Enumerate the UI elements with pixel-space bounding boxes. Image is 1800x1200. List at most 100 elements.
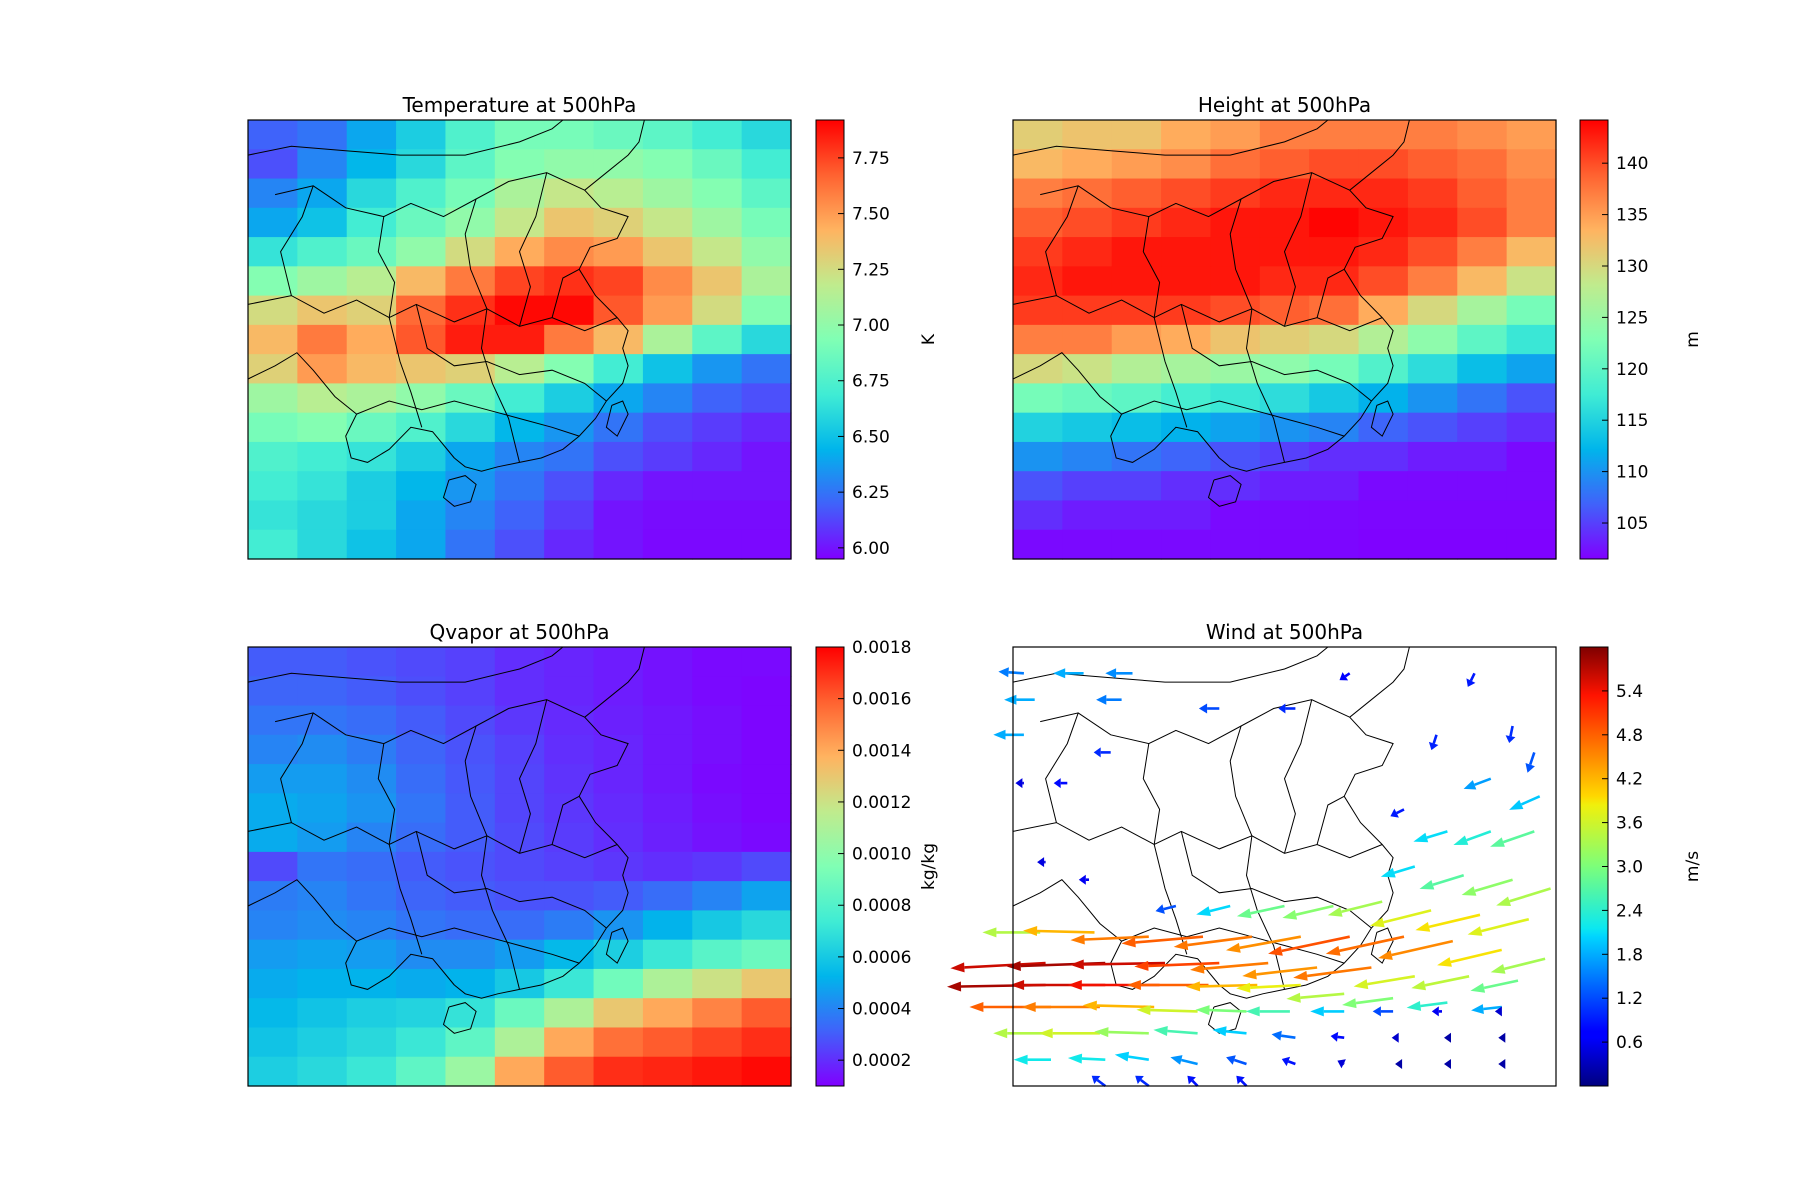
border-line-3 bbox=[274, 699, 585, 745]
heatmap-cell bbox=[692, 851, 743, 882]
colorbar-tick-label: 6.00 bbox=[852, 539, 890, 559]
heatmap-cell bbox=[692, 1056, 743, 1087]
heatmap-cell bbox=[741, 851, 792, 882]
wind-arrow bbox=[1325, 935, 1405, 956]
heatmap-cell bbox=[1506, 266, 1557, 297]
heatmap-cell bbox=[396, 939, 447, 970]
colorbar-tick-label: 3.6 bbox=[1616, 814, 1643, 834]
wind-arrow-shaft bbox=[1187, 935, 1253, 947]
wind-arrow bbox=[1342, 996, 1394, 1009]
wind-arrow bbox=[1415, 913, 1481, 932]
border-line-9 bbox=[1283, 699, 1313, 854]
wind-arrow-shaft bbox=[1502, 830, 1535, 844]
wind-arrow bbox=[1353, 975, 1416, 990]
wind-arrow-head bbox=[1342, 998, 1357, 1009]
heatmap-cell bbox=[1407, 207, 1458, 238]
wind-arrow-shaft bbox=[1239, 935, 1302, 950]
heatmap-cell bbox=[741, 120, 792, 150]
border-line-13 bbox=[605, 927, 629, 964]
heatmap-cell bbox=[1457, 500, 1508, 531]
wind-arrow-shaft bbox=[1096, 1004, 1155, 1009]
heatmap-cell bbox=[741, 676, 792, 707]
colorbar-label: m/s bbox=[1683, 851, 1703, 882]
heatmap-cell bbox=[1013, 529, 1063, 560]
heatmap-cell bbox=[396, 178, 447, 209]
wind-arrow-head bbox=[1470, 983, 1486, 993]
wind-arrow-head bbox=[1330, 1031, 1339, 1042]
wind-arrow bbox=[1070, 934, 1149, 945]
heatmap-cell bbox=[1062, 295, 1113, 326]
wind-arrow bbox=[1196, 904, 1231, 916]
border-line-0 bbox=[1218, 646, 1410, 999]
heatmap-cell bbox=[544, 471, 595, 502]
heatmap-cell bbox=[1161, 471, 1212, 502]
colorbar-tick-label: 1.8 bbox=[1616, 945, 1643, 965]
wind-arrow bbox=[1236, 904, 1285, 919]
heatmap-cell bbox=[692, 383, 743, 414]
plot-frame bbox=[1012, 646, 1557, 1087]
heatmap-cell bbox=[1013, 120, 1063, 150]
heatmap-cell bbox=[544, 822, 595, 853]
wind-arrow-head bbox=[1136, 1005, 1151, 1016]
wind-arrow bbox=[1413, 830, 1448, 843]
heatmap-cell bbox=[1407, 237, 1458, 267]
heatmap-cell bbox=[1407, 529, 1458, 560]
wind-arrow-shaft bbox=[1233, 1058, 1247, 1066]
wind-arrow-head bbox=[1293, 970, 1308, 981]
wind-arrow-shaft bbox=[1391, 939, 1454, 957]
heatmap-cell bbox=[642, 881, 693, 911]
border-line-11 bbox=[1045, 712, 1079, 823]
heatmap-cell bbox=[396, 998, 447, 1029]
colorbar-tick-label: 0.0002 bbox=[852, 1051, 911, 1071]
heatmap-cell bbox=[1062, 237, 1113, 267]
wind-arrow bbox=[1470, 979, 1519, 993]
colorbar-label: m bbox=[1683, 331, 1703, 348]
heatmap-cell bbox=[1062, 149, 1113, 180]
wind-arrow-head bbox=[1271, 1030, 1282, 1041]
border-line-7 bbox=[415, 831, 607, 929]
heatmap-cell bbox=[692, 178, 743, 209]
wind-arrow bbox=[1378, 939, 1454, 960]
wind-arrow-shaft bbox=[1150, 1008, 1198, 1013]
plot-frame bbox=[1012, 119, 1557, 560]
heatmap-cell bbox=[1506, 295, 1557, 326]
heatmap-cell bbox=[1062, 529, 1113, 560]
heatmap-cell bbox=[642, 266, 693, 297]
heatmap-cell bbox=[297, 734, 348, 765]
border-line-8 bbox=[1121, 400, 1345, 437]
heatmap-cell bbox=[642, 1056, 693, 1087]
wind-arrow-shaft bbox=[1225, 1030, 1247, 1035]
wind-arrow-shaft bbox=[1209, 1008, 1247, 1013]
wind-arrow-head bbox=[1155, 904, 1165, 914]
heatmap-cell bbox=[593, 647, 644, 677]
heatmap-cell bbox=[1506, 324, 1557, 355]
wind-arrow-head bbox=[1153, 1026, 1168, 1036]
heatmap-cell bbox=[248, 471, 298, 502]
plot-background bbox=[1013, 647, 1556, 1086]
heatmap-cell bbox=[1210, 529, 1261, 560]
wind-arrow-head bbox=[1431, 1006, 1439, 1017]
heatmap-cell bbox=[1013, 324, 1063, 355]
wind-arrow bbox=[1268, 935, 1350, 956]
heatmap-cell bbox=[248, 939, 298, 970]
colorbar-tick-label: 0.0006 bbox=[852, 948, 911, 968]
heatmap-cell bbox=[544, 500, 595, 531]
panel-1: Height at 500hPa 105 110 115 120 125 130 135 140… bbox=[1012, 93, 1703, 560]
wind-arrow bbox=[1463, 777, 1492, 790]
wind-arrow bbox=[1053, 778, 1068, 789]
heatmap-cell bbox=[1457, 324, 1508, 355]
wind-arrow-shaft bbox=[1474, 878, 1513, 893]
heatmap-cell bbox=[544, 1027, 595, 1058]
wind-arrow-head bbox=[1096, 694, 1107, 705]
wind-arrow bbox=[1067, 1053, 1106, 1064]
heatmap-cell bbox=[1111, 266, 1162, 297]
heatmap-cell bbox=[297, 266, 348, 297]
heatmap-cell bbox=[741, 500, 792, 531]
colorbar-tick-label: 6.25 bbox=[852, 483, 890, 503]
wind-arrow-head bbox=[1498, 1032, 1506, 1043]
heatmap-cell bbox=[1457, 120, 1508, 150]
heatmap-cell bbox=[1358, 354, 1409, 384]
wind-arrow-head bbox=[1505, 735, 1516, 743]
heatmap-cell bbox=[741, 793, 792, 824]
wind-arrow-shaft bbox=[1096, 1078, 1107, 1088]
